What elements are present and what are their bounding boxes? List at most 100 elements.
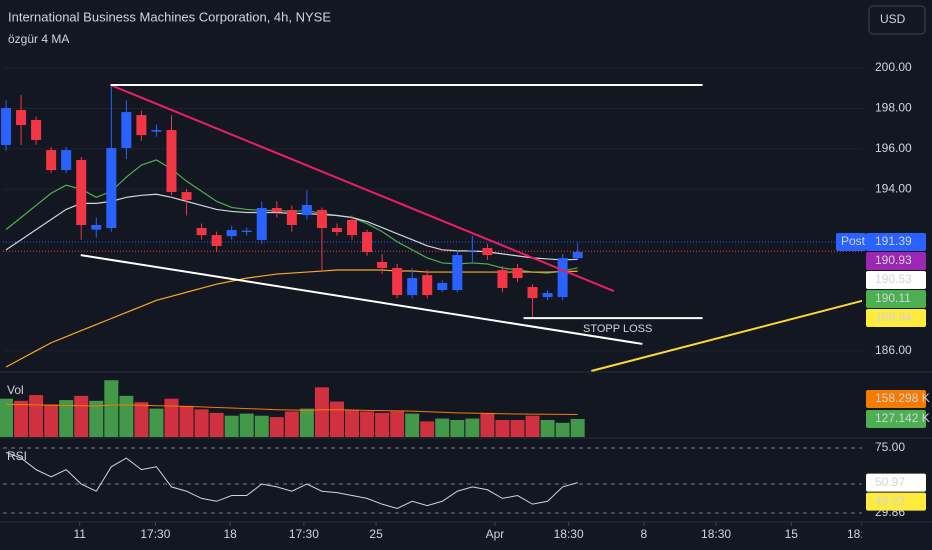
- volume-bar: [314, 387, 329, 437]
- candle-body: [226, 230, 237, 237]
- rsi-label: RSI: [7, 449, 27, 463]
- x-tick-label: 18: [223, 527, 237, 541]
- volume-bar: [375, 412, 390, 437]
- x-tick-label: 18:30: [554, 527, 584, 541]
- x-tick-label: 17:30: [140, 527, 170, 541]
- candle-body: [331, 228, 342, 233]
- x-tick-label: 18:30: [701, 527, 731, 541]
- x-tick-label: 15: [785, 527, 799, 541]
- candle-body: [497, 270, 508, 289]
- volume-bar: [119, 395, 134, 437]
- value-tag-label: 189.94: [875, 310, 912, 324]
- volume-bar: [179, 405, 194, 437]
- candle-body: [316, 210, 327, 229]
- candle-body: [91, 224, 102, 230]
- value-tag-label: 190.11: [875, 291, 911, 305]
- volume-bar: [269, 417, 284, 437]
- volume-bar: [525, 415, 540, 437]
- volume-bar: [299, 408, 314, 437]
- candle-body: [256, 208, 267, 240]
- candle-body: [241, 230, 252, 233]
- candle-body: [557, 258, 568, 298]
- volume-bar: [390, 411, 405, 437]
- volume-bar: [450, 419, 465, 437]
- volume-bar: [164, 398, 179, 437]
- volume-ma: [5, 403, 578, 416]
- volume-bar: [44, 404, 59, 437]
- chart-subtitle: özgür 4 MA: [8, 32, 69, 46]
- volume-bar: [14, 400, 29, 437]
- x-tick-label: Apr: [486, 527, 505, 541]
- volume-bar: [420, 421, 435, 437]
- candle-body: [61, 150, 72, 171]
- candle-body: [422, 275, 433, 296]
- candle-body: [181, 192, 192, 200]
- x-tick-label: 11: [73, 527, 86, 541]
- value-tag-label: 158.298 K: [875, 391, 930, 405]
- value-tag: [866, 232, 926, 251]
- value-tag: [866, 289, 926, 308]
- value-tag-label: 49.23: [875, 494, 905, 508]
- candle-body: [392, 268, 403, 296]
- volume-bar: [134, 402, 149, 437]
- candle-body: [407, 278, 418, 296]
- candle-body: [512, 268, 523, 279]
- value-tag: [866, 389, 926, 408]
- volume-bar: [254, 415, 269, 437]
- volume-bar: [570, 418, 585, 437]
- volume-bar: [540, 419, 555, 437]
- tag-name: Post: [841, 234, 866, 248]
- x-tick-label: 25: [369, 527, 383, 541]
- annotation: STOPP LOSS: [583, 323, 652, 335]
- rsi-line: [5, 451, 578, 510]
- value-tag: [866, 492, 926, 511]
- candle-body: [286, 210, 297, 225]
- volume-bar: [345, 410, 360, 437]
- value-tag-label: 191.39: [875, 234, 912, 248]
- volume-bar: [209, 412, 224, 437]
- volume-bar: [329, 401, 344, 437]
- candle-body: [542, 293, 553, 298]
- volume-bar: [149, 408, 164, 437]
- x-tick-label: 8: [641, 527, 648, 541]
- axis-labels: 186.00194.00196.00198.00200.0075.0029.86…: [836, 60, 930, 519]
- candle-body: [347, 219, 358, 236]
- candle-body: [572, 252, 583, 259]
- y-tick-label: 200.00: [875, 60, 912, 74]
- candle-body: [271, 208, 282, 213]
- tag-name-box: [836, 232, 866, 251]
- candle-body: [377, 261, 388, 269]
- volume-bar: [29, 395, 44, 437]
- currency-button[interactable]: [868, 5, 926, 35]
- volume-bar: [104, 380, 119, 437]
- volume-bar: [405, 413, 420, 437]
- value-tag: [866, 473, 926, 492]
- value-tag-label: 50.97: [875, 475, 905, 489]
- volume-bar: [465, 418, 480, 437]
- y-tick-label: 196.00: [875, 141, 912, 155]
- value-tag-label: 190.53: [875, 272, 912, 286]
- volume-bar: [239, 413, 254, 437]
- chart-title: International Business Machines Corporat…: [8, 9, 331, 24]
- plot-area: 1117:301817:3025Apr18:30818:301518:30STO…: [0, 67, 932, 541]
- candle-body: [1, 108, 12, 146]
- volume-bar: [510, 419, 525, 437]
- candle-body: [196, 228, 207, 236]
- moving-average: [5, 269, 578, 368]
- value-tag-label: 127.142 K: [875, 411, 930, 425]
- volume-bar: [194, 409, 209, 437]
- candle-body: [16, 110, 27, 126]
- candle-body: [46, 150, 57, 171]
- trend-line: [80, 254, 643, 345]
- y-tick-label: 186.00: [875, 343, 912, 357]
- volume-bar: [89, 400, 104, 437]
- currency-label[interactable]: USD: [880, 12, 906, 26]
- candle-body: [121, 112, 132, 149]
- trend-line: [110, 84, 615, 292]
- volume-bar: [224, 415, 239, 437]
- value-tag: [866, 409, 926, 428]
- candle-body: [76, 159, 87, 225]
